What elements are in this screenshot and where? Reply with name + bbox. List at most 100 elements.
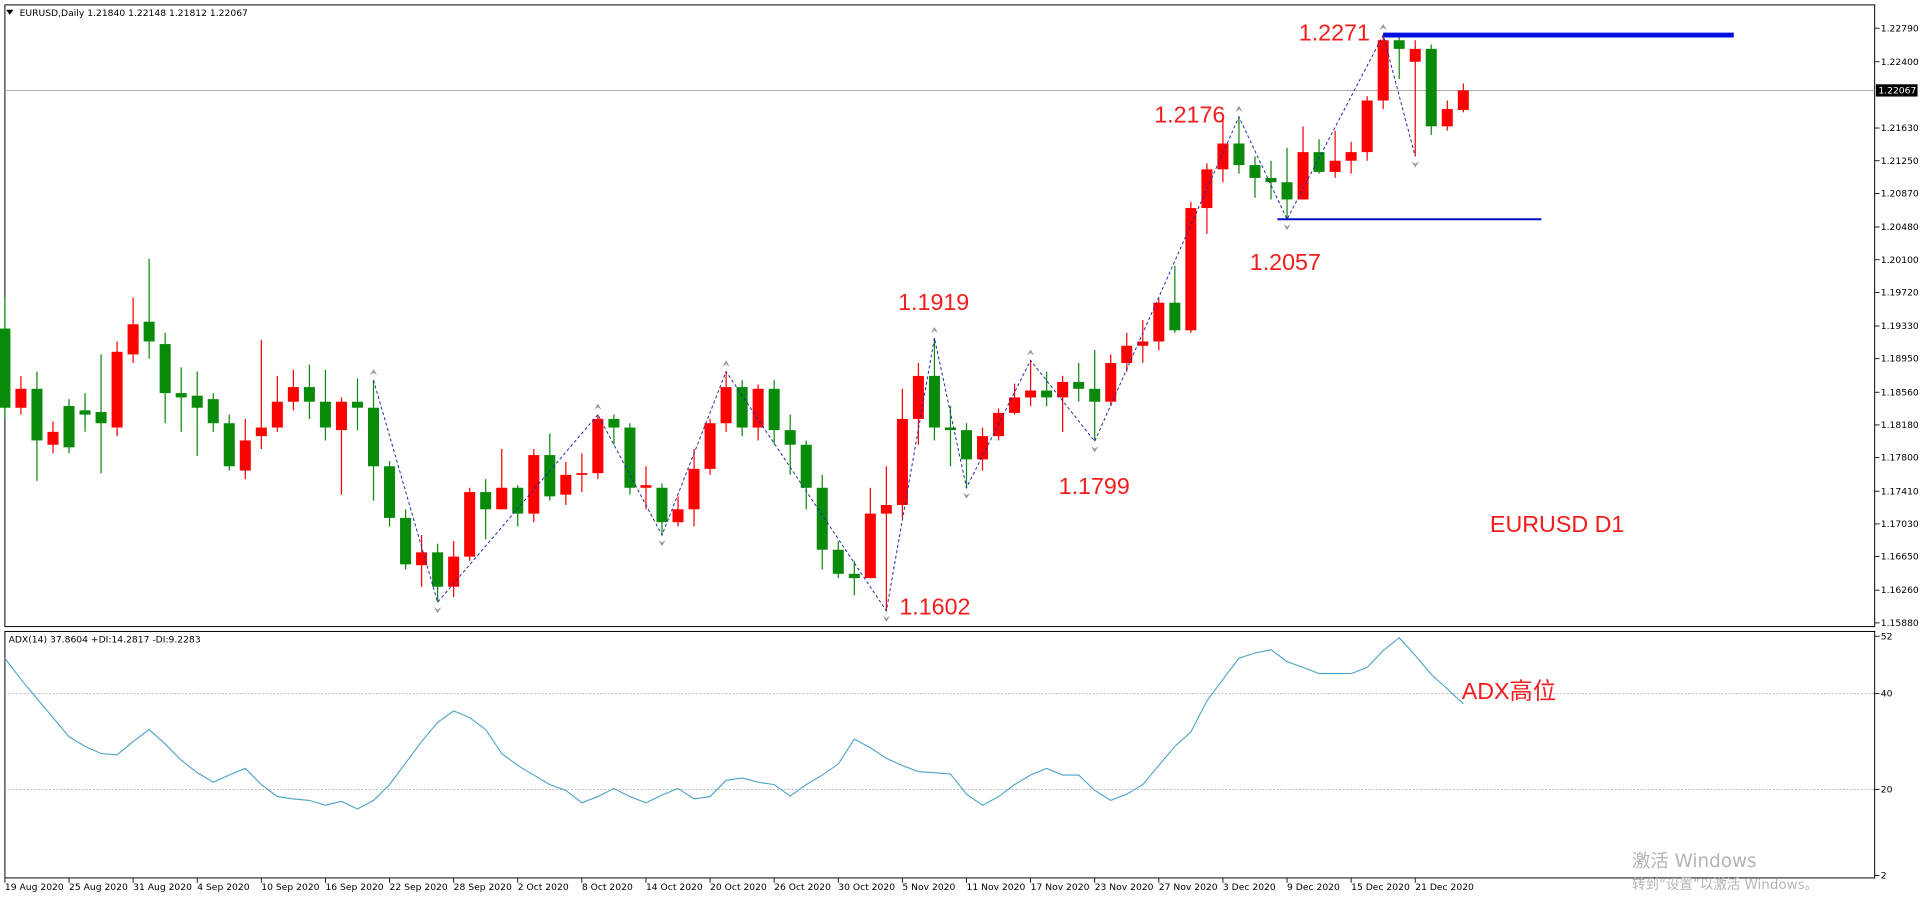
candle-body [608,418,620,428]
price-header: EURUSD,Daily 1.21840 1.22148 1.21812 1.2… [20,8,248,19]
candle-body [287,387,299,402]
zigzag-marker [1379,24,1387,31]
candle-body [1121,345,1133,363]
annotation: 1.1799 [1059,473,1130,499]
candle-body [512,487,524,514]
candle-body [255,427,267,437]
menu-arrow [6,9,14,15]
candle-body [15,388,27,408]
x-tick-label: 8 Oct 2020 [582,882,633,893]
zigzag-marker [882,615,891,622]
candle-body [384,466,396,518]
x-tick-label: 23 Nov 2020 [1095,882,1154,893]
annotation: 1.2176 [1154,102,1225,128]
y-tick-label: 40 [1881,689,1893,700]
zigzag-marker [962,492,971,499]
candle-body [416,552,428,566]
candle-body [95,412,107,424]
candle-body [1185,208,1197,331]
y-tick-label: 1.19720 [1881,287,1919,298]
zigzag-marker [1283,224,1291,231]
candle-body [784,430,796,445]
candle-body [848,573,860,579]
annotation: EURUSD D1 [1490,511,1624,537]
y-tick-label: 1.18560 [1881,387,1919,398]
y-tick-label: 1.20480 [1881,222,1919,233]
candle-body [896,418,908,505]
y-tick-label: 1.18950 [1881,354,1919,365]
candle-body [496,487,508,510]
y-tick-label: 1.21250 [1881,156,1919,167]
candle-body [528,455,540,514]
candle-body [592,418,604,474]
candle-body [432,552,444,587]
zigzag-line [373,33,1416,613]
watermark-line: 激活 Windows [1632,851,1757,872]
candle-body [127,324,139,355]
annotation: 1.1602 [899,593,970,619]
candle-body [1425,48,1437,127]
candle-body [960,430,973,460]
annotation: 1.2057 [1250,249,1321,275]
candle-body [1297,152,1309,200]
candle-body [191,395,203,408]
x-tick-label: 14 Oct 2020 [646,882,703,893]
x-tick-label: 28 Sep 2020 [454,882,512,893]
candle-body [928,375,940,428]
y-tick-label: 1.17800 [1881,453,1919,464]
y-tick-label: 1.22400 [1881,57,1919,68]
x-tick-label: 3 Dec 2020 [1223,882,1276,893]
x-tick-label: 2 Oct 2020 [518,882,569,893]
x-tick-label: 15 Dec 2020 [1351,882,1410,893]
candle-body [303,387,315,402]
x-tick-label: 22 Sep 2020 [390,882,448,893]
y-tick-label: 1.19330 [1881,321,1919,332]
x-tick-label: 21 Dec 2020 [1415,882,1474,893]
candle-body [63,406,75,448]
y-tick-label: 1.17410 [1881,486,1919,497]
candle-body [944,427,956,431]
y-tick-label: 1.20870 [1881,189,1919,200]
candle-body [335,401,347,431]
candle-body [111,351,123,428]
y-tick-label: 1.21630 [1881,123,1919,134]
zigzag-marker [1411,161,1419,168]
candle-body [977,436,989,460]
candle-body [1361,100,1373,153]
candle-body [832,549,844,574]
annotation: ADX高位 [1462,678,1556,704]
zigzag-marker [658,540,666,547]
annotation: 1.1919 [898,289,969,315]
candle-body [47,431,59,445]
x-tick-label: 27 Nov 2020 [1159,882,1218,893]
current-price-label: 1.22067 [1878,86,1916,97]
candle-body [1169,302,1181,331]
y-tick-label: 1.22790 [1881,23,1919,34]
candle-body [544,455,556,497]
x-tick-label: 26 Oct 2020 [774,882,831,893]
x-tick-label: 5 Nov 2020 [902,882,955,893]
annotation: 1.2271 [1299,19,1370,45]
x-tick-label: 17 Nov 2020 [1031,882,1090,893]
candle-body [1089,388,1101,402]
x-tick-label: 19 Aug 2020 [5,882,64,893]
candle-body [736,387,748,428]
candle-body [0,328,11,408]
candle-body [672,509,684,523]
candle-body [768,388,780,431]
candle-body [1393,40,1405,49]
y-tick-label: 2 [1881,871,1887,882]
candle-body [1137,341,1149,346]
candle-body [800,444,812,488]
zigzag-marker [594,403,602,410]
zigzag-marker [1026,349,1035,356]
candle-body [1057,381,1069,398]
current-price-box [1875,84,1918,97]
candle-body [1313,152,1325,172]
y-tick-label: 52 [1881,631,1893,642]
candle-body [79,410,91,415]
candle-body [1041,390,1053,398]
zigzag-marker [1091,446,1099,453]
